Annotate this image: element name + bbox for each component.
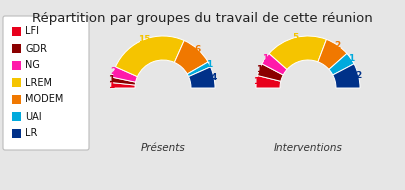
Text: Interventions: Interventions [273, 143, 343, 153]
Text: LREM: LREM [25, 78, 52, 88]
Text: 6: 6 [195, 45, 201, 54]
Wedge shape [175, 40, 208, 74]
Text: 1: 1 [108, 81, 114, 90]
Text: 1: 1 [109, 75, 115, 84]
Text: NG: NG [25, 60, 40, 70]
Bar [12, 112, 21, 121]
Text: 1: 1 [348, 54, 354, 63]
Wedge shape [318, 39, 347, 69]
Wedge shape [329, 54, 354, 75]
Text: 2: 2 [110, 67, 117, 76]
Text: 5: 5 [292, 33, 298, 42]
Text: 2: 2 [356, 71, 362, 80]
Wedge shape [256, 76, 281, 88]
Bar [12, 27, 21, 36]
Text: GDR: GDR [25, 44, 47, 54]
Text: 4: 4 [211, 73, 217, 82]
Bar [12, 129, 21, 138]
Text: 1: 1 [253, 77, 260, 86]
Wedge shape [269, 36, 326, 69]
Bar [12, 44, 21, 53]
Wedge shape [115, 36, 184, 77]
Text: Présents: Présents [141, 143, 185, 153]
Text: UAI: UAI [25, 112, 42, 121]
Text: MODEM: MODEM [25, 94, 63, 104]
FancyBboxPatch shape [3, 16, 89, 150]
Text: 1: 1 [262, 54, 268, 63]
Wedge shape [189, 67, 215, 88]
Bar [12, 95, 21, 104]
Wedge shape [187, 62, 211, 77]
Text: 1: 1 [256, 65, 262, 74]
Bar [12, 78, 21, 87]
Bar [12, 61, 21, 70]
Text: Répartition par groupes du travail de cette réunion: Répartition par groupes du travail de ce… [32, 12, 372, 25]
Text: 1: 1 [206, 60, 213, 69]
Text: 2: 2 [335, 41, 341, 50]
Text: 15: 15 [138, 35, 151, 44]
Wedge shape [262, 54, 287, 75]
Wedge shape [333, 64, 360, 88]
Wedge shape [111, 83, 135, 88]
Wedge shape [112, 67, 137, 82]
Wedge shape [111, 77, 136, 85]
Wedge shape [258, 64, 283, 81]
Text: LR: LR [25, 128, 37, 139]
Text: LFI: LFI [25, 26, 39, 36]
